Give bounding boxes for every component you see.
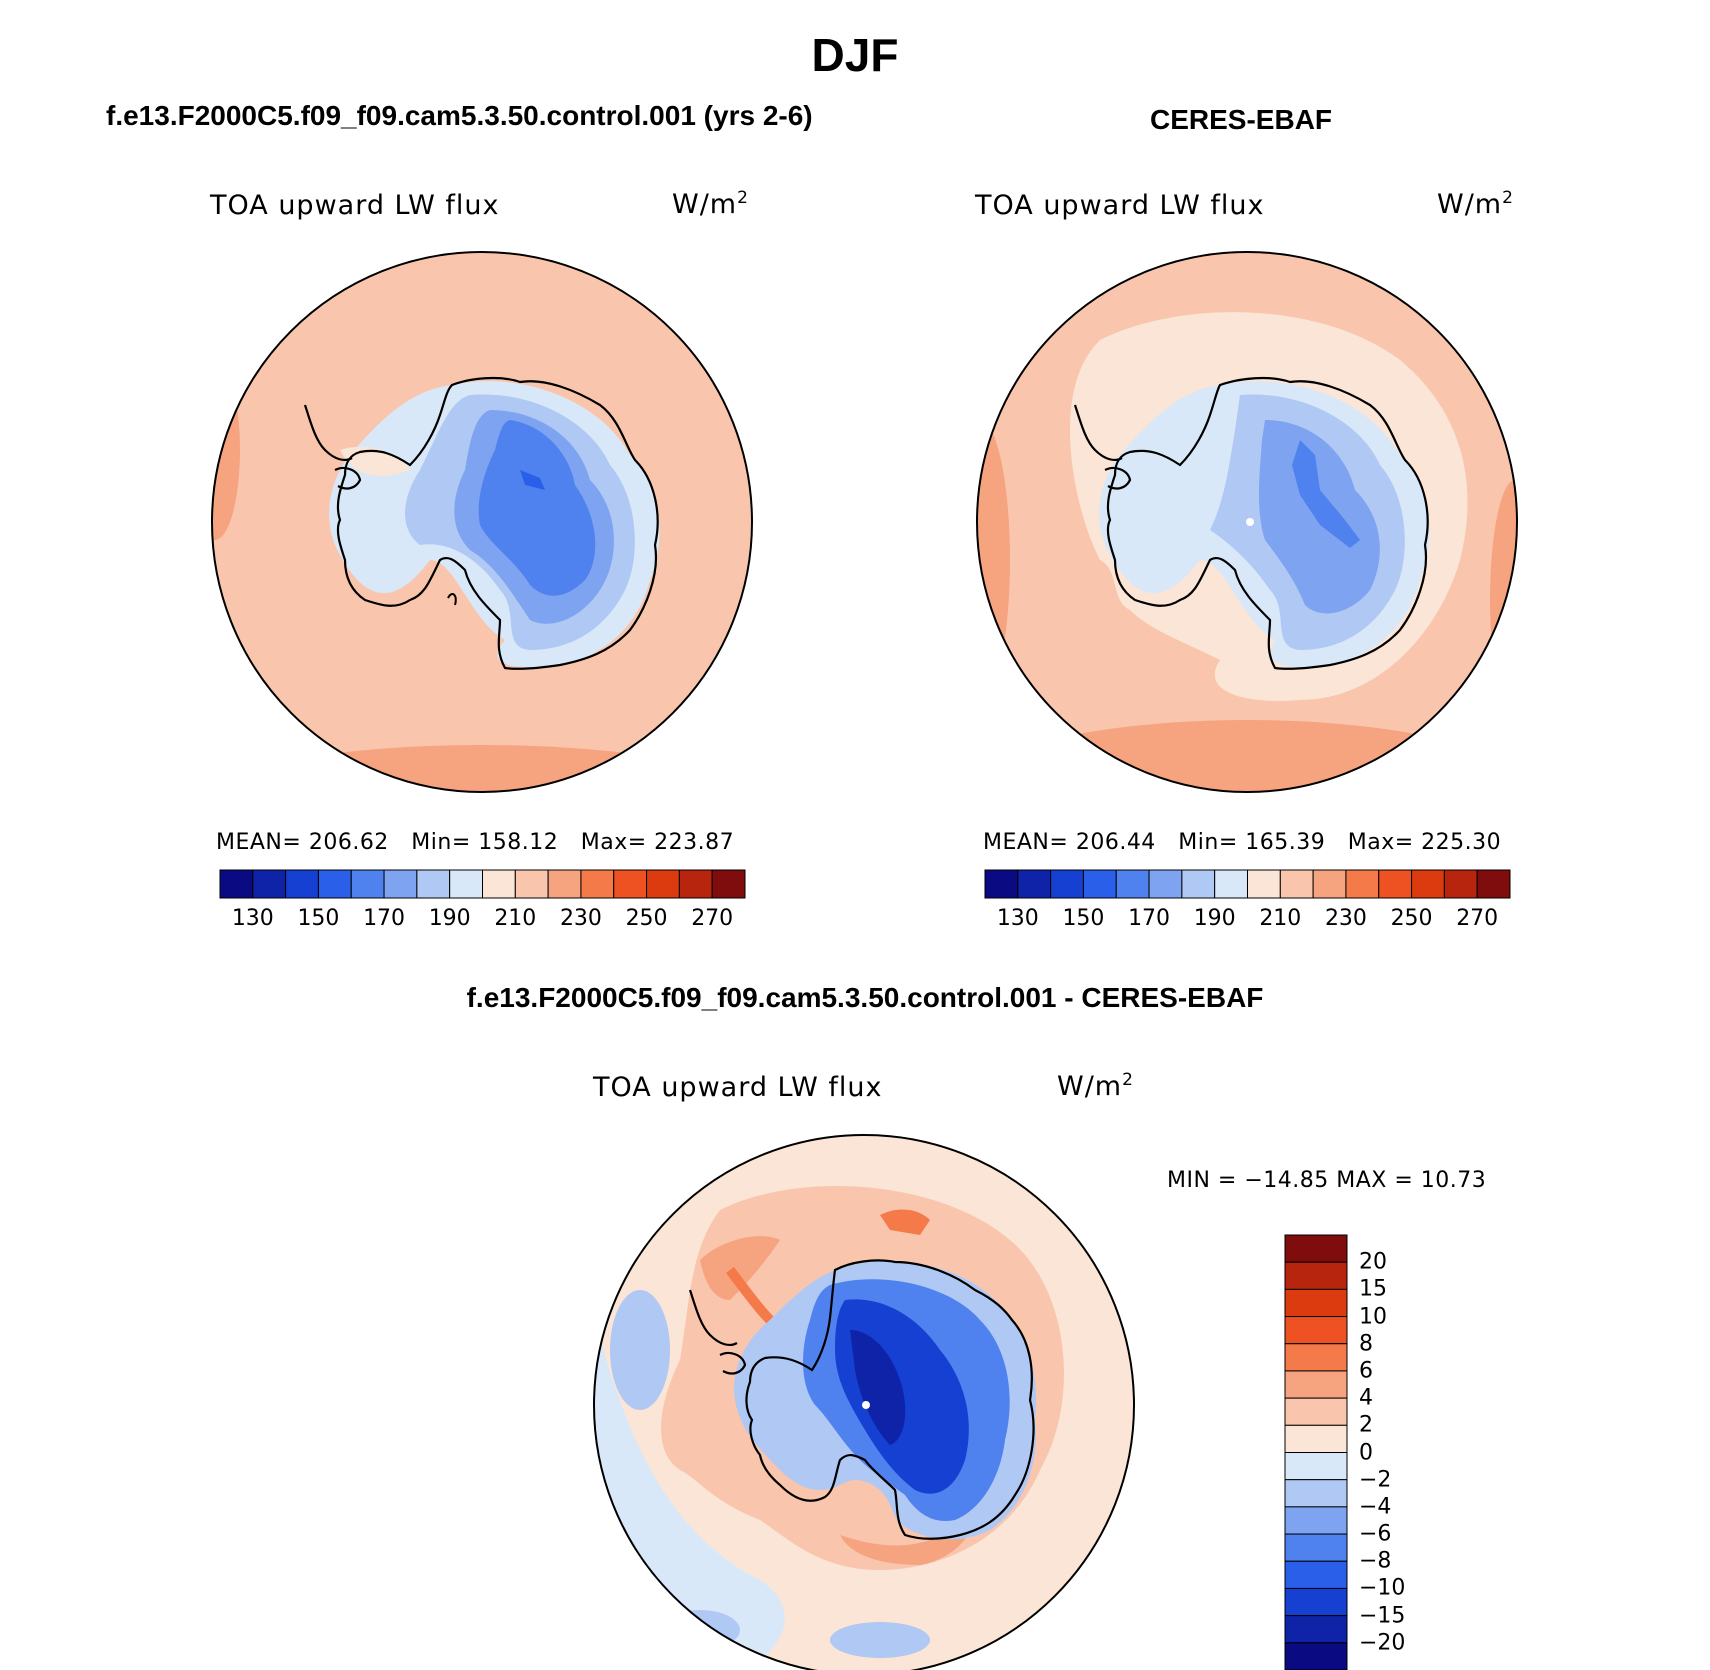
- diff-colorbar-tick-label: 10: [1359, 1304, 1387, 1330]
- diff-colorbar-tick-label: 15: [1359, 1276, 1387, 1302]
- model-colorbar-swatch: [580, 869, 615, 899]
- obs-colorbar-swatch: [1082, 869, 1117, 899]
- obs-variable-label: TOA upward LW flux: [975, 190, 1265, 221]
- obs-colorbar-swatch: [1279, 869, 1314, 899]
- obs-colorbar-swatch: [1443, 869, 1478, 899]
- obs-colorbar-tick-label: 150: [1062, 906, 1105, 931]
- model-colorbar-swatch: [383, 869, 418, 899]
- model-colorbar-swatch: [482, 869, 516, 899]
- diff-panel-title: f.e13.F2000C5.f09_f09.cam5.3.50.control.…: [466, 982, 1264, 1013]
- diff-colorbar-swatch: [1284, 1452, 1348, 1481]
- model-colorbar-swatch: [285, 869, 319, 899]
- diff-colorbar-swatch: [1284, 1560, 1348, 1589]
- obs-coastline: [1106, 376, 1429, 670]
- obs-panel-title: CERES-EBAF: [1150, 104, 1333, 135]
- obs-colorbar-tick-label: 270: [1456, 906, 1499, 931]
- diff-colorbar-tick-label: −10: [1359, 1575, 1406, 1601]
- model-colorbar-swatch: [711, 869, 746, 899]
- diff-colorbar-swatch: [1284, 1642, 1348, 1670]
- diff-colorbar: [1284, 1234, 1348, 1670]
- model-variable-label: TOA upward LW flux: [210, 190, 500, 221]
- model-colorbar: [219, 869, 746, 899]
- diff-colorbar-swatch: [1284, 1479, 1348, 1508]
- model-colorbar-tick-label: 150: [297, 906, 340, 931]
- obs-colorbar-swatch: [1378, 869, 1413, 899]
- model-colorbar-tick-label: 130: [231, 906, 274, 931]
- diff-stats: MIN = −14.85 MAX = 10.73: [1167, 1168, 1487, 1193]
- diff-colorbar-swatch: [1284, 1343, 1348, 1372]
- model-units-label: W/m2: [672, 188, 749, 220]
- model-colorbar-swatch: [678, 869, 713, 899]
- model-colorbar-tick-label: 230: [559, 906, 602, 931]
- model-colorbar-tick-label: 170: [363, 906, 406, 931]
- diff-colorbar-tick-label: 20: [1359, 1249, 1387, 1275]
- model-colorbar-swatch: [514, 869, 549, 899]
- obs-antarctica-core: [1292, 440, 1360, 548]
- diff-colorbar-swatch: [1284, 1533, 1348, 1562]
- obs-colorbar-swatch: [1148, 869, 1183, 899]
- diff-colorbar-tick-label: −6: [1359, 1521, 1392, 1547]
- diff-colorbar-swatch: [1284, 1370, 1348, 1399]
- obs-colorbar: [984, 869, 1511, 899]
- obs-colorbar-tick-label: 190: [1193, 906, 1236, 931]
- diff-variable-label: TOA upward LW flux: [593, 1072, 883, 1103]
- obs-colorbar-tick-label: 130: [996, 906, 1039, 931]
- obs-colorbar-swatch: [1345, 869, 1380, 899]
- diff-colorbar-swatch: [1284, 1261, 1348, 1290]
- model-antarctica-core: [478, 420, 596, 596]
- obs-colorbar-swatch: [1476, 869, 1511, 899]
- diff-colorbar-swatch: [1284, 1424, 1348, 1453]
- diff-colorbar-tick-label: −8: [1359, 1548, 1392, 1574]
- obs-colorbar-tick-label: 230: [1324, 906, 1367, 931]
- model-stats: MEAN= 206.62 Min= 158.12 Max= 223.87: [216, 830, 735, 855]
- obs-colorbar-swatch: [1115, 869, 1150, 899]
- obs-colorbar-swatch: [1247, 869, 1281, 899]
- diff-colorbar-tick-label: 4: [1359, 1385, 1373, 1411]
- diff-colorbar-tick-label: −4: [1359, 1494, 1392, 1520]
- obs-colorbar-tick-label: 210: [1259, 906, 1302, 931]
- diff-colorbar-swatch: [1284, 1234, 1348, 1263]
- diff-colorbar-tick-label: −2: [1359, 1467, 1392, 1493]
- diff-colorbar-swatch: [1284, 1615, 1348, 1644]
- model-coastline: [336, 376, 659, 670]
- model-colorbar-swatch: [416, 869, 451, 899]
- model-colorbar-swatch: [350, 869, 385, 899]
- obs-colorbar-tick-label: 250: [1390, 906, 1433, 931]
- diff-colorbar-tick-label: 2: [1359, 1412, 1373, 1438]
- model-panel-title: f.e13.F2000C5.f09_f09.cam5.3.50.control.…: [106, 100, 813, 131]
- model-colorbar-tick-label: 190: [428, 906, 471, 931]
- model-colorbar-tick-label: 250: [625, 906, 668, 931]
- model-colorbar-swatch: [613, 869, 648, 899]
- diff-colorbar-tick-label: 0: [1359, 1440, 1373, 1465]
- obs-colorbar-tick-label: 170: [1128, 906, 1171, 931]
- page-title: DJF: [811, 29, 899, 81]
- obs-units-label: W/m2: [1437, 188, 1514, 220]
- model-colorbar-tick-label: 270: [691, 906, 734, 931]
- obs-colorbar-swatch: [1411, 869, 1445, 899]
- diff-colorbar-swatch: [1284, 1506, 1348, 1535]
- model-colorbar-swatch: [317, 869, 352, 899]
- obs-stats: MEAN= 206.44 Min= 165.39 Max= 225.30: [983, 830, 1502, 855]
- model-colorbar-swatch: [252, 869, 287, 899]
- diff-coastline: [745, 1259, 1035, 1540]
- diff-colorbar-swatch: [1284, 1288, 1348, 1318]
- diff-colorbar-tick-label: −15: [1359, 1603, 1406, 1629]
- obs-colorbar-swatch: [1214, 869, 1248, 899]
- diff-units-label: W/m2: [1057, 1070, 1134, 1102]
- model-colorbar-swatch: [449, 869, 483, 899]
- diff-colorbar-swatch: [1284, 1587, 1348, 1617]
- model-colorbar-tick-label: 210: [494, 906, 537, 931]
- diff-colorbar-tick-label: 8: [1359, 1331, 1373, 1357]
- diff-colorbar-swatch: [1284, 1397, 1348, 1426]
- diff-colorbar-tick-label: −20: [1359, 1630, 1406, 1656]
- diff-colorbar-tick-label: 6: [1359, 1358, 1373, 1384]
- diff-colorbar-swatch: [1284, 1316, 1348, 1345]
